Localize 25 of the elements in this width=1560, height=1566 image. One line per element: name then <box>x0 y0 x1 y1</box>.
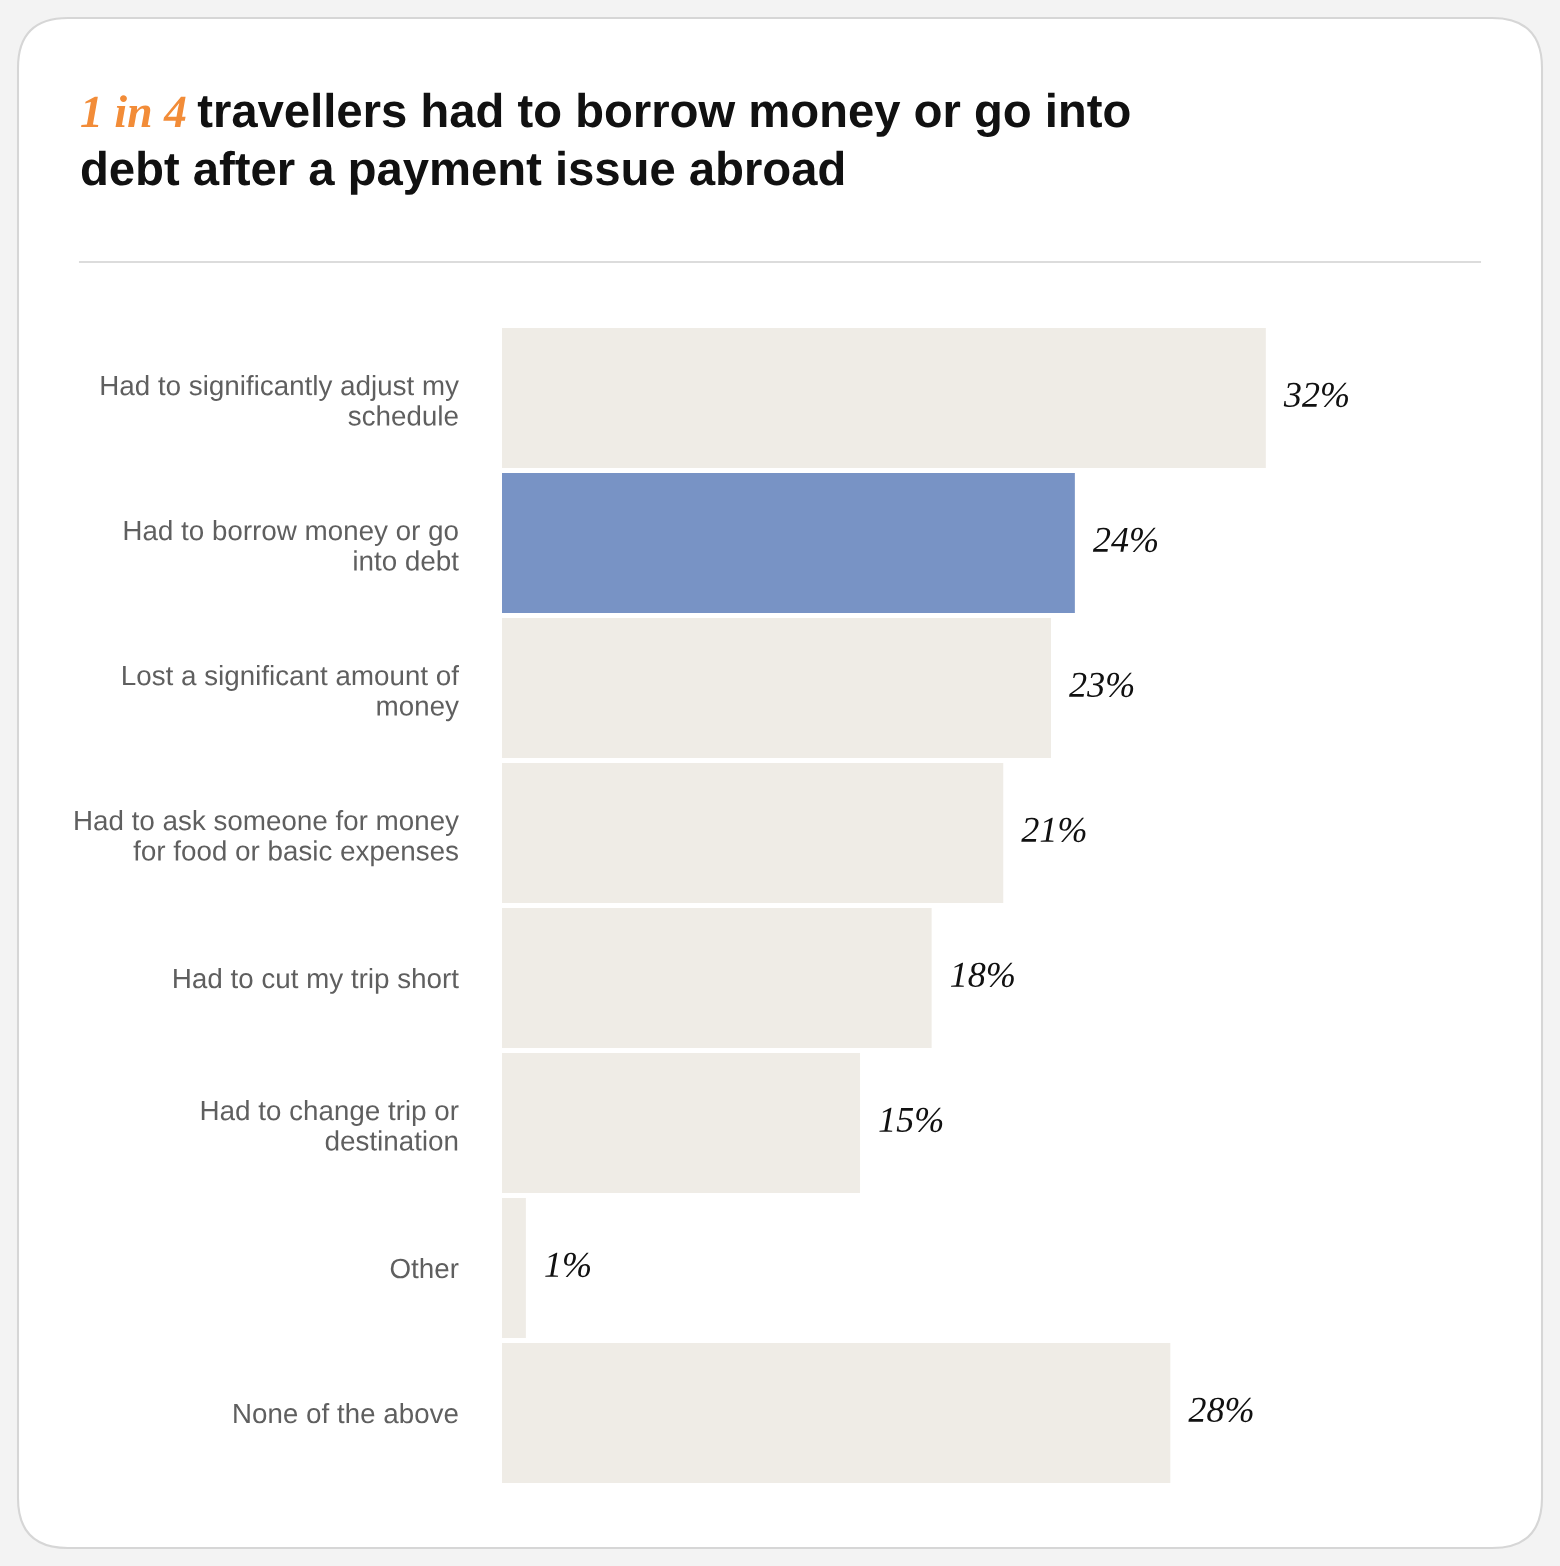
chart-title: 1 in 4 travellers had to borrow money or go into debt after a payment issue abroad <box>81 92 1130 195</box>
data-label: 15% <box>879 1107 943 1133</box>
bar <box>502 618 1051 758</box>
data-label: 23% <box>1069 672 1134 698</box>
data-label: 24% <box>1092 527 1158 553</box>
data-label: 32% <box>1283 382 1348 408</box>
bar <box>502 473 1075 613</box>
data-label: 1% <box>545 1252 590 1278</box>
data-label: 21% <box>1021 817 1086 843</box>
y-tick-label: None of the above <box>234 1402 458 1424</box>
bar <box>502 1343 1171 1483</box>
y-tick-label: Lost a significant amount of money <box>123 664 460 722</box>
y-tick-label: Had to significantly adjust my schedule <box>101 374 459 426</box>
y-tick-label: Had to change trip or destination <box>201 1099 459 1151</box>
y-tick-label: Had to ask someone for money for food or basic expenses <box>75 809 459 867</box>
y-tick-label: Had to cut my trip short <box>174 967 459 994</box>
bar <box>502 328 1266 468</box>
bar <box>502 1198 526 1338</box>
bar <box>502 908 932 1048</box>
data-label: 18% <box>950 962 1014 988</box>
data-label: 28% <box>1188 1397 1253 1423</box>
y-tick-label: Other <box>390 1257 459 1279</box>
bar <box>502 1053 861 1193</box>
y-tick-label: Had to borrow money or go into debt <box>124 519 459 571</box>
bar <box>502 763 1004 903</box>
